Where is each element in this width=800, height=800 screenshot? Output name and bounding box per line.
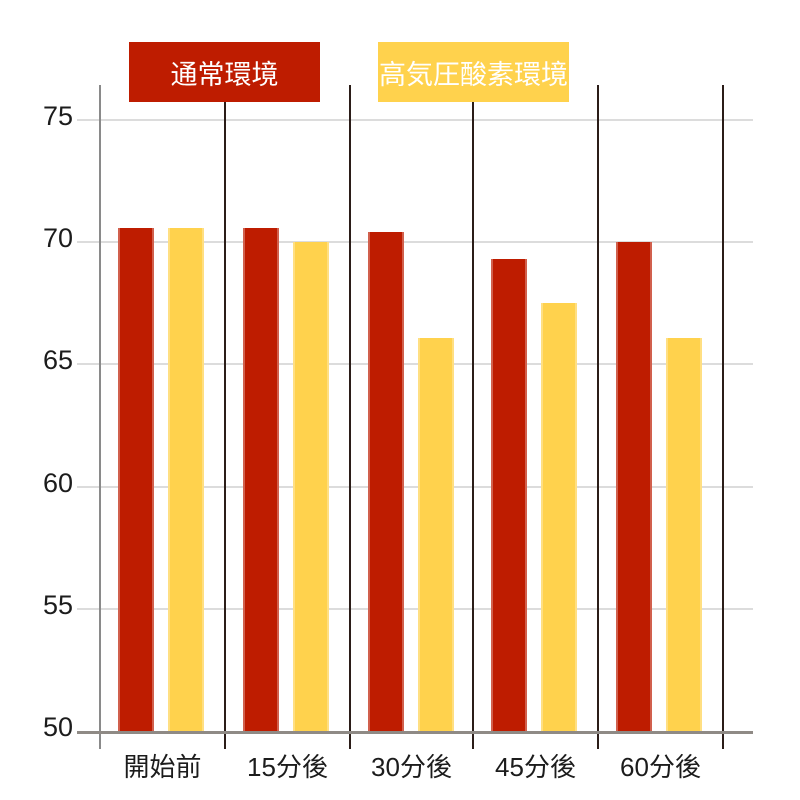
x-axis-category-label-1: 15分後 [247,752,328,782]
bar-normal-cat2 [368,232,404,732]
bar-hyperbaric-cat2 [418,338,454,732]
bar-normal-cat4 [616,242,652,732]
x-axis-category-label-3: 45分後 [495,752,576,782]
gridline-y-60 [77,486,753,488]
bar-normal-cat0 [118,228,154,732]
x-axis-category-label-0: 開始前 [123,752,202,782]
gridline-y-70 [77,241,753,243]
category-separator-line-3 [472,85,474,749]
bar-normal-cat1 [243,228,279,732]
category-separator-line-1 [224,85,226,749]
x-axis-line [77,731,753,734]
gridline-y-75 [77,119,753,121]
legend-label: 通常環境 [170,59,279,90]
y-axis-tick-label-50: 50 [42,712,73,742]
y-axis-tick-label-60: 60 [42,468,73,498]
legend-label: 高気圧酸素環境 [379,59,568,90]
bar-hyperbaric-cat3 [541,303,577,732]
category-separator-line-2 [349,85,351,749]
y-axis-tick-label-70: 70 [42,223,73,253]
bar-hyperbaric-cat4 [666,338,702,732]
legend-item-normal-env: 通常環境 [129,42,320,102]
y-axis-line [99,85,101,749]
x-axis-category-label-2: 30分後 [371,752,452,782]
y-axis-tick-label-55: 55 [42,590,73,620]
gridline-y-55 [77,608,753,610]
gridline-y-65 [77,363,753,365]
legend-item-hyperbaric-oxygen-env: 高気圧酸素環境 [378,42,569,102]
bar-normal-cat3 [491,259,527,732]
bar-hyperbaric-cat0 [168,228,204,732]
y-axis-tick-label-65: 65 [42,345,73,375]
category-separator-line-4 [597,85,599,749]
y-axis-tick-label-75: 75 [42,101,73,131]
x-axis-category-label-4: 60分後 [620,752,701,782]
category-separator-line-5 [722,85,724,749]
bar-hyperbaric-cat1 [293,242,329,732]
